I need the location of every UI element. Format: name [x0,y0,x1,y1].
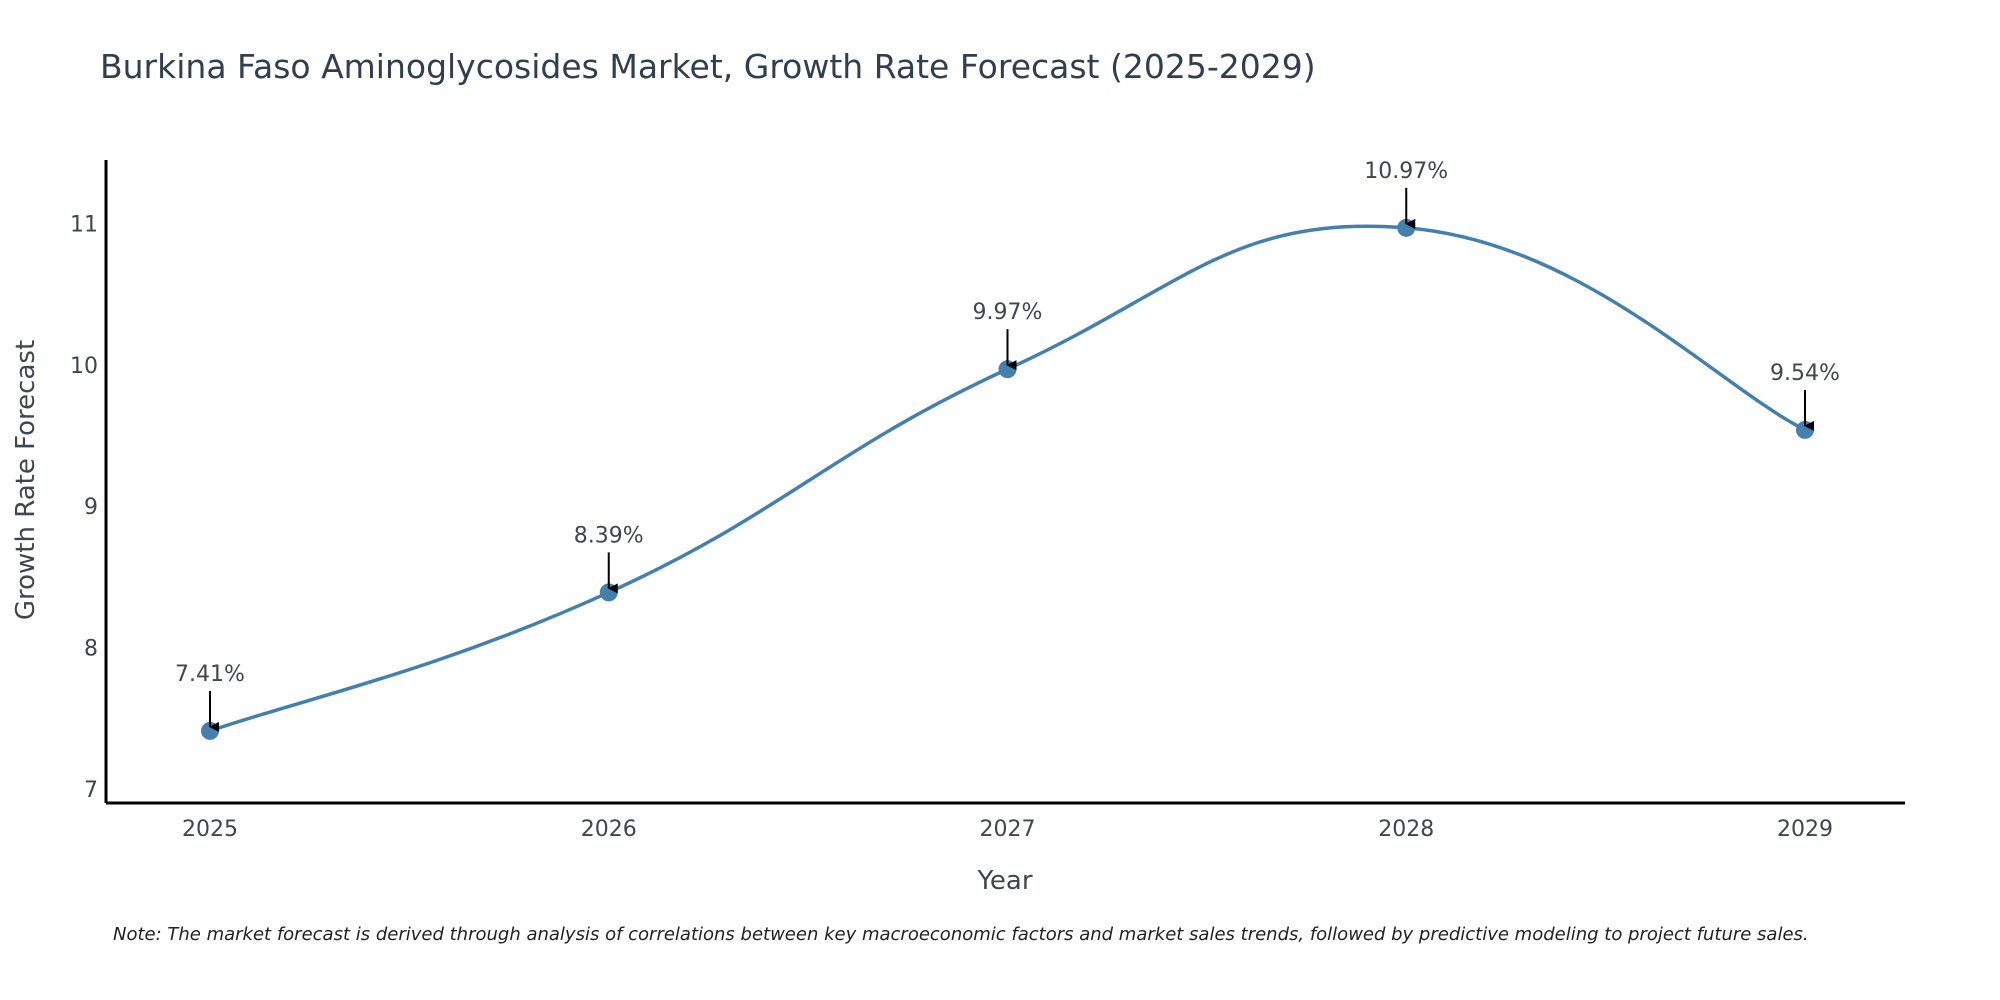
y-tick-label: 9 [84,495,98,520]
y-tick-label: 7 [84,778,98,803]
y-tick-label: 10 [70,354,98,379]
y-tick-label: 11 [70,213,98,238]
data-label-2027: 9.97% [973,300,1043,325]
y-tick-label: 8 [84,637,98,662]
data-labels: 7.41% 8.39% 9.97% 10.97% 9.54% [175,159,1840,732]
footnote: Note: The market forecast is derived thr… [113,924,1809,945]
y-axis-title: Growth Rate Forecast [11,340,41,620]
data-label-2026: 8.39% [574,523,644,548]
chart-title: Burkina Faso Aminoglycosides Market, Gro… [100,47,1316,86]
x-axis-title: Year [976,866,1032,896]
y-axis-ticks: 7 8 9 10 11 [70,213,98,803]
x-tick-label: 2027 [980,817,1036,842]
x-tick-label: 2029 [1777,817,1833,842]
x-tick-label: 2026 [581,817,637,842]
data-label-2025: 7.41% [175,662,245,687]
data-label-2029: 9.54% [1770,361,1840,386]
data-markers [201,218,1814,740]
x-axis-ticks: 2025 2026 2027 2028 2029 [182,817,1833,842]
x-tick-label: 2025 [182,817,238,842]
data-label-2028: 10.97% [1364,159,1448,184]
x-tick-label: 2028 [1378,817,1434,842]
